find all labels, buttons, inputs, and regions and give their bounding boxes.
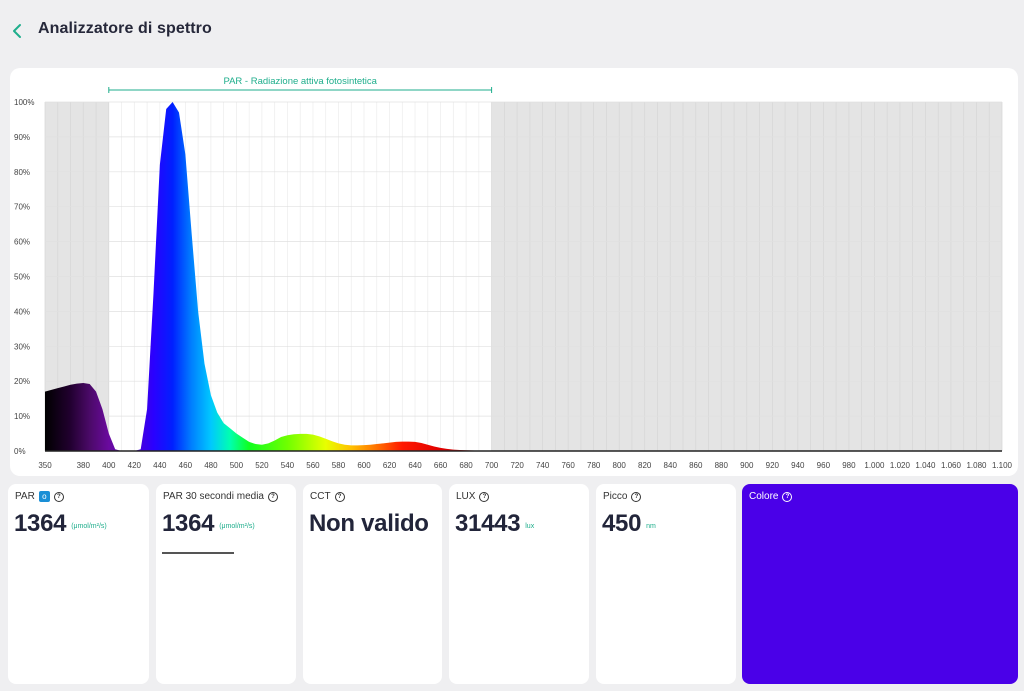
help-icon[interactable]: ? (782, 491, 793, 502)
help-icon[interactable]: ? (631, 491, 642, 502)
par-card: PAR o ? 1364 (μmol/m²/s) (8, 484, 149, 684)
page-title: Analizzatore di spettro (38, 20, 212, 37)
back-button[interactable] (9, 20, 29, 42)
spectrum-chart-card: 0% 10% 20% 30% 40% 50% 60% 70% 80% 90% 100% 350 380 4… (10, 68, 1018, 476)
x-tick-label: 640 (408, 461, 422, 470)
lux-label: LUX (456, 491, 476, 502)
color-label: Colore (749, 491, 779, 502)
help-icon[interactable]: ? (267, 491, 278, 502)
x-tick-label: 400 (102, 461, 116, 470)
x-tick-label: 440 (153, 461, 167, 470)
par-band-label: PAR - Radiazione attiva fotosintetica (223, 76, 377, 87)
par-30s-value: 1364 (162, 510, 215, 537)
x-tick-label: 1.080 (966, 461, 987, 470)
lux-unit: lux (525, 523, 535, 530)
chevron-left-icon (13, 24, 21, 38)
x-tick-label: 720 (510, 461, 524, 470)
x-tick-label: 780 (587, 461, 601, 470)
x-tick-label: 900 (740, 461, 754, 470)
y-tick-label: 80% (14, 168, 30, 177)
y-tick-label: 50% (14, 273, 30, 282)
par-unit: (μmol/m²/s) (71, 523, 107, 530)
y-tick-label: 100% (14, 98, 34, 107)
x-tick-label: 350 (38, 461, 52, 470)
x-tick-label: 920 (766, 461, 780, 470)
x-tick-label: 860 (689, 461, 703, 470)
peak-card: Picco ? 450 nm (596, 484, 736, 684)
x-tick-label: 880 (715, 461, 729, 470)
x-tick-label: 960 (817, 461, 831, 470)
lux-value: 31443 (455, 510, 521, 537)
x-tick-label: 580 (332, 461, 346, 470)
x-tick-label: 1.000 (864, 461, 885, 470)
y-tick-label: 60% (14, 238, 30, 247)
par-30s-unit: (μmol/m²/s) (219, 523, 255, 530)
spectrum-chart: 0% 10% 20% 30% 40% 50% 60% 70% 80% 90% 100% 350 380 4… (14, 76, 1013, 470)
par-30s-label: PAR 30 secondi media (163, 491, 264, 502)
x-tick-label: 940 (791, 461, 805, 470)
x-tick-label: 840 (664, 461, 678, 470)
x-tick-label: 800 (613, 461, 627, 470)
cct-value: Non valido (309, 510, 429, 537)
x-tick-label: 700 (485, 461, 499, 470)
peak-value: 450 (602, 510, 642, 537)
x-tick-label: 1.060 (941, 461, 962, 470)
y-tick-label: 10% (14, 412, 30, 421)
x-tick-label: 480 (204, 461, 218, 470)
x-tick-label: 740 (536, 461, 550, 470)
color-card: Colore ? (742, 484, 1018, 684)
x-tick-label: 540 (281, 461, 295, 470)
x-tick-label: 520 (255, 461, 269, 470)
par-label: PAR (15, 491, 35, 502)
y-tick-label: 20% (14, 377, 30, 386)
peak-label: Picco (603, 491, 628, 502)
x-tick-label: 980 (842, 461, 856, 470)
y-tick-label: 70% (14, 203, 30, 212)
x-tick-label: 760 (561, 461, 575, 470)
average-indicator-bar (162, 552, 234, 554)
y-tick-label: 0% (14, 447, 26, 456)
x-tick-label: 1.020 (890, 461, 911, 470)
par-30s-average-card: PAR 30 secondi media ? 1364 (μmol/m²/s) (156, 484, 296, 684)
peak-unit: nm (646, 523, 656, 530)
x-tick-label: 420 (128, 461, 142, 470)
help-icon[interactable]: ? (53, 491, 64, 502)
x-tick-label: 660 (434, 461, 448, 470)
cct-card: CCT ? Non valido (303, 484, 442, 684)
x-tick-label: 600 (357, 461, 371, 470)
par-sensor-badge[interactable]: o (38, 491, 50, 502)
help-icon[interactable]: ? (479, 491, 490, 502)
x-tick-label: 460 (179, 461, 193, 470)
x-tick-label: 500 (230, 461, 244, 470)
par-value: 1364 (14, 510, 67, 537)
y-tick-label: 40% (14, 307, 30, 316)
x-tick-label: 680 (459, 461, 473, 470)
x-tick-label: 380 (77, 461, 91, 470)
x-tick-label: 1.040 (915, 461, 936, 470)
x-tick-label: 560 (306, 461, 320, 470)
x-tick-label: 820 (638, 461, 652, 470)
help-icon[interactable]: ? (334, 491, 345, 502)
y-tick-label: 90% (14, 133, 30, 142)
x-tick-label: 620 (383, 461, 397, 470)
lux-card: LUX ? 31443 lux (449, 484, 589, 684)
x-tick-label: 1.100 (992, 461, 1013, 470)
y-tick-label: 30% (14, 342, 30, 351)
header: Analizzatore di spettro (0, 0, 1024, 62)
cct-label: CCT (310, 491, 331, 502)
